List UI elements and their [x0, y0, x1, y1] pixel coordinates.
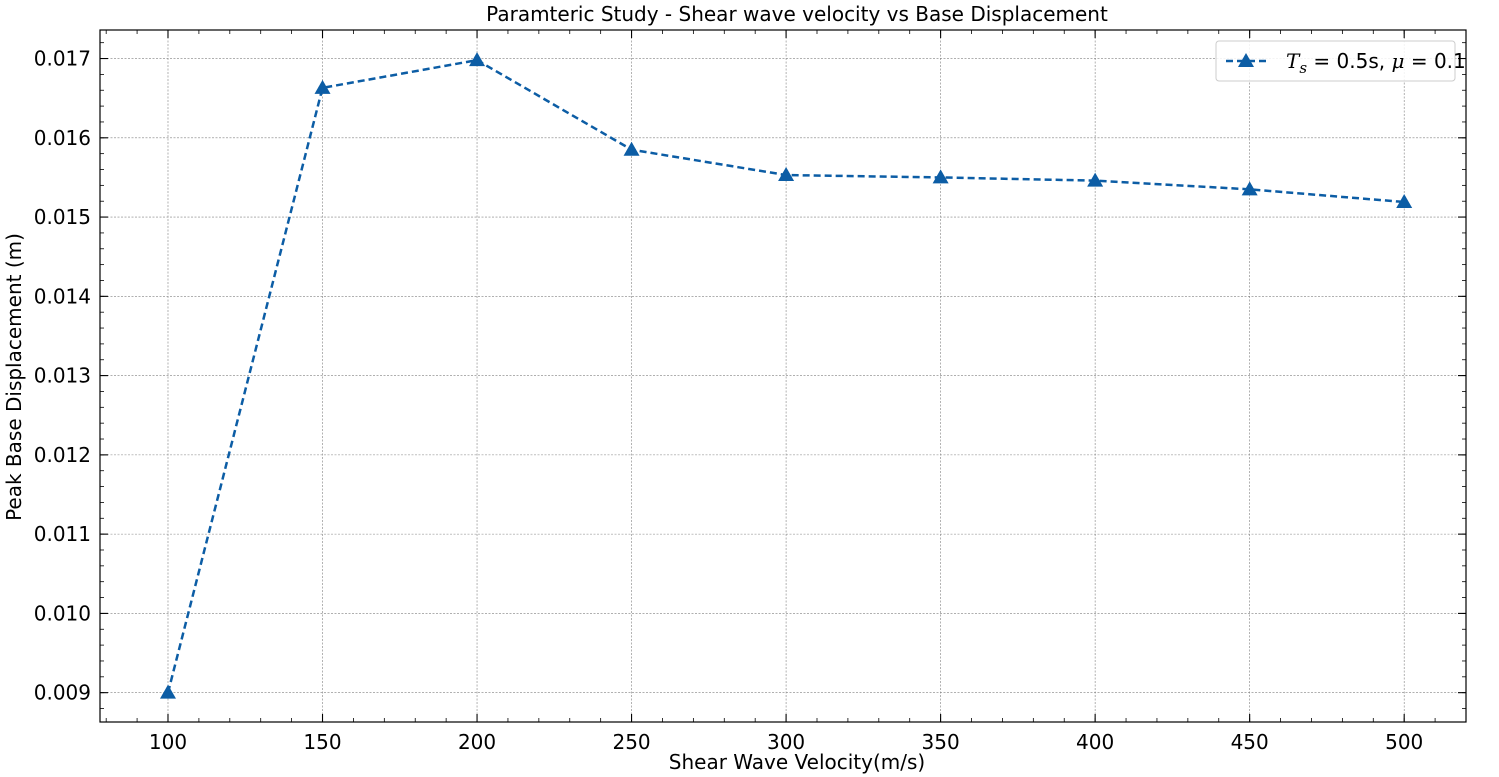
- grid-layer: [100, 30, 1466, 722]
- x-tick-label: 450: [1231, 730, 1269, 754]
- x-tick-label: 300: [767, 730, 805, 754]
- x-tick-label: 100: [149, 730, 187, 754]
- x-tick-label: 250: [612, 730, 650, 754]
- x-tick-label: 350: [922, 730, 960, 754]
- x-tick-label: 500: [1385, 730, 1423, 754]
- y-tick-label: 0.016: [34, 126, 91, 150]
- legend-label-subscript: s: [1299, 59, 1307, 77]
- y-tick-label: 0.015: [34, 205, 91, 229]
- legend-label: Ts = 0.5s, μ = 0.1: [1286, 49, 1466, 77]
- y-tick-label: 0.012: [34, 443, 91, 467]
- y-tick-label: 0.013: [34, 364, 91, 388]
- legend: Ts = 0.5s, μ = 0.1: [1215, 40, 1466, 82]
- series-layer: [159, 52, 1413, 699]
- plot-frame: [99, 29, 1467, 723]
- data-point-marker: [1396, 194, 1413, 209]
- y-tick-label: 0.009: [34, 681, 91, 705]
- data-point-marker: [932, 169, 949, 184]
- x-axis-title: Shear Wave Velocity(m/s): [669, 750, 925, 774]
- data-point-marker: [469, 52, 486, 67]
- data-point-marker: [314, 79, 331, 94]
- legend-box: [1215, 40, 1456, 82]
- data-point-marker: [1241, 181, 1258, 196]
- y-tick-label: 0.010: [34, 601, 91, 625]
- y-tick-label: 0.011: [34, 522, 91, 546]
- ticks-layer: 100 150 200 250 300 350 400 450 500 0.009 0.010 0.0…: [34, 30, 1467, 754]
- legend-marker-sample: [1238, 53, 1254, 67]
- legend-label-end: = 0.1: [1404, 49, 1465, 73]
- y-tick-label: 0.014: [34, 284, 91, 308]
- x-tick-label: 400: [1076, 730, 1114, 754]
- data-point-marker: [1087, 172, 1104, 187]
- x-tick-label: 200: [458, 730, 496, 754]
- x-tick-label: 150: [303, 730, 341, 754]
- legend-label-mu: μ: [1391, 49, 1404, 73]
- data-point-marker: [623, 141, 640, 156]
- y-axis-title: Peak Base Displacement (m): [2, 233, 26, 521]
- data-point-marker: [159, 684, 176, 699]
- legend-label-mid: = 0.5s,: [1307, 49, 1391, 73]
- data-point-marker: [778, 167, 795, 182]
- legend-label-t: T: [1286, 49, 1301, 73]
- chart-title: Paramteric Study - Shear wave velocity v…: [486, 2, 1108, 26]
- y-tick-label: 0.017: [34, 47, 91, 71]
